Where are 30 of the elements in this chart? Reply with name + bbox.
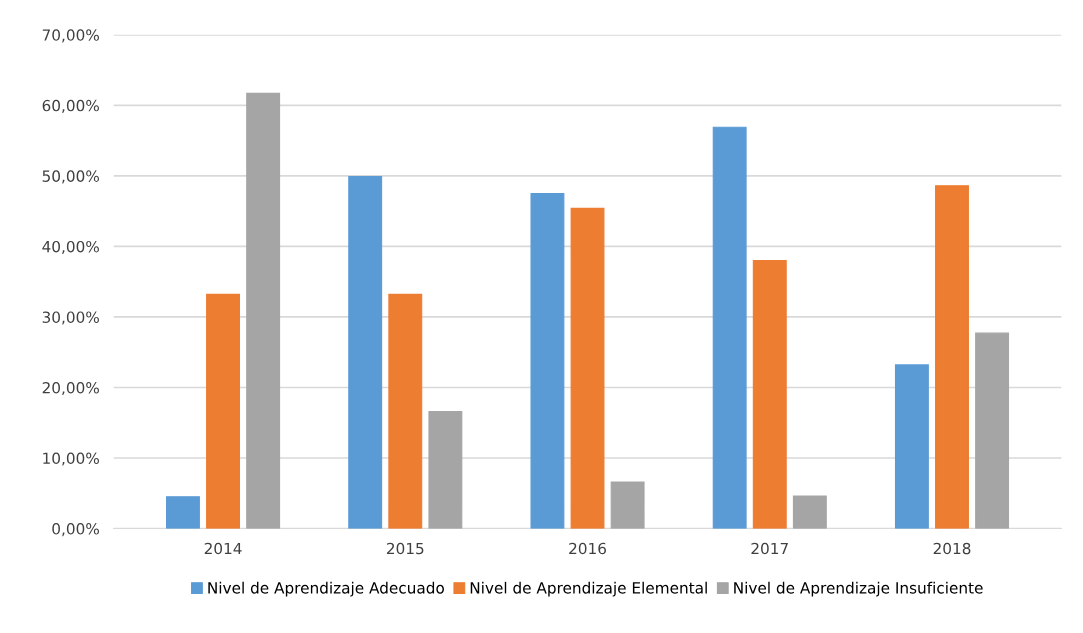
x-tick-label: 2015	[386, 542, 424, 555]
y-tick-label: 70,00%	[42, 29, 99, 43]
bar	[166, 496, 200, 529]
bar	[348, 176, 383, 529]
bar	[428, 410, 463, 529]
bar	[752, 259, 787, 529]
y-tick-label: 0,00%	[52, 523, 99, 537]
x-tick-label: 2014	[204, 542, 242, 555]
legend-label: Nivel de Aprendizaje Adecuado	[208, 581, 444, 597]
y-tick-label: 40,00%	[42, 240, 99, 254]
y-tick-label: 20,00%	[42, 381, 99, 396]
bar	[206, 293, 241, 529]
bar	[935, 185, 969, 529]
y-tick-label: 30,00%	[42, 311, 99, 325]
bar	[792, 495, 827, 529]
y-tick-label: 10,00%	[43, 452, 99, 466]
y-tick-label: 50,00%	[42, 170, 99, 184]
bar	[570, 207, 605, 529]
bar	[712, 126, 747, 529]
bar	[388, 293, 423, 529]
legend-label: Nivel de Aprendizaje Insuficiente	[734, 581, 983, 597]
y-tick-label: 60,00%	[42, 99, 99, 113]
bar	[530, 192, 565, 529]
x-tick-label: 2017	[751, 542, 788, 555]
bar	[975, 332, 1010, 529]
bar	[610, 481, 645, 529]
bar	[246, 92, 281, 529]
x-tick-label: 2016	[569, 542, 607, 555]
legend-label: Nivel de Aprendizaje Elemental	[470, 581, 707, 597]
x-tick-label: 2018	[933, 542, 971, 555]
